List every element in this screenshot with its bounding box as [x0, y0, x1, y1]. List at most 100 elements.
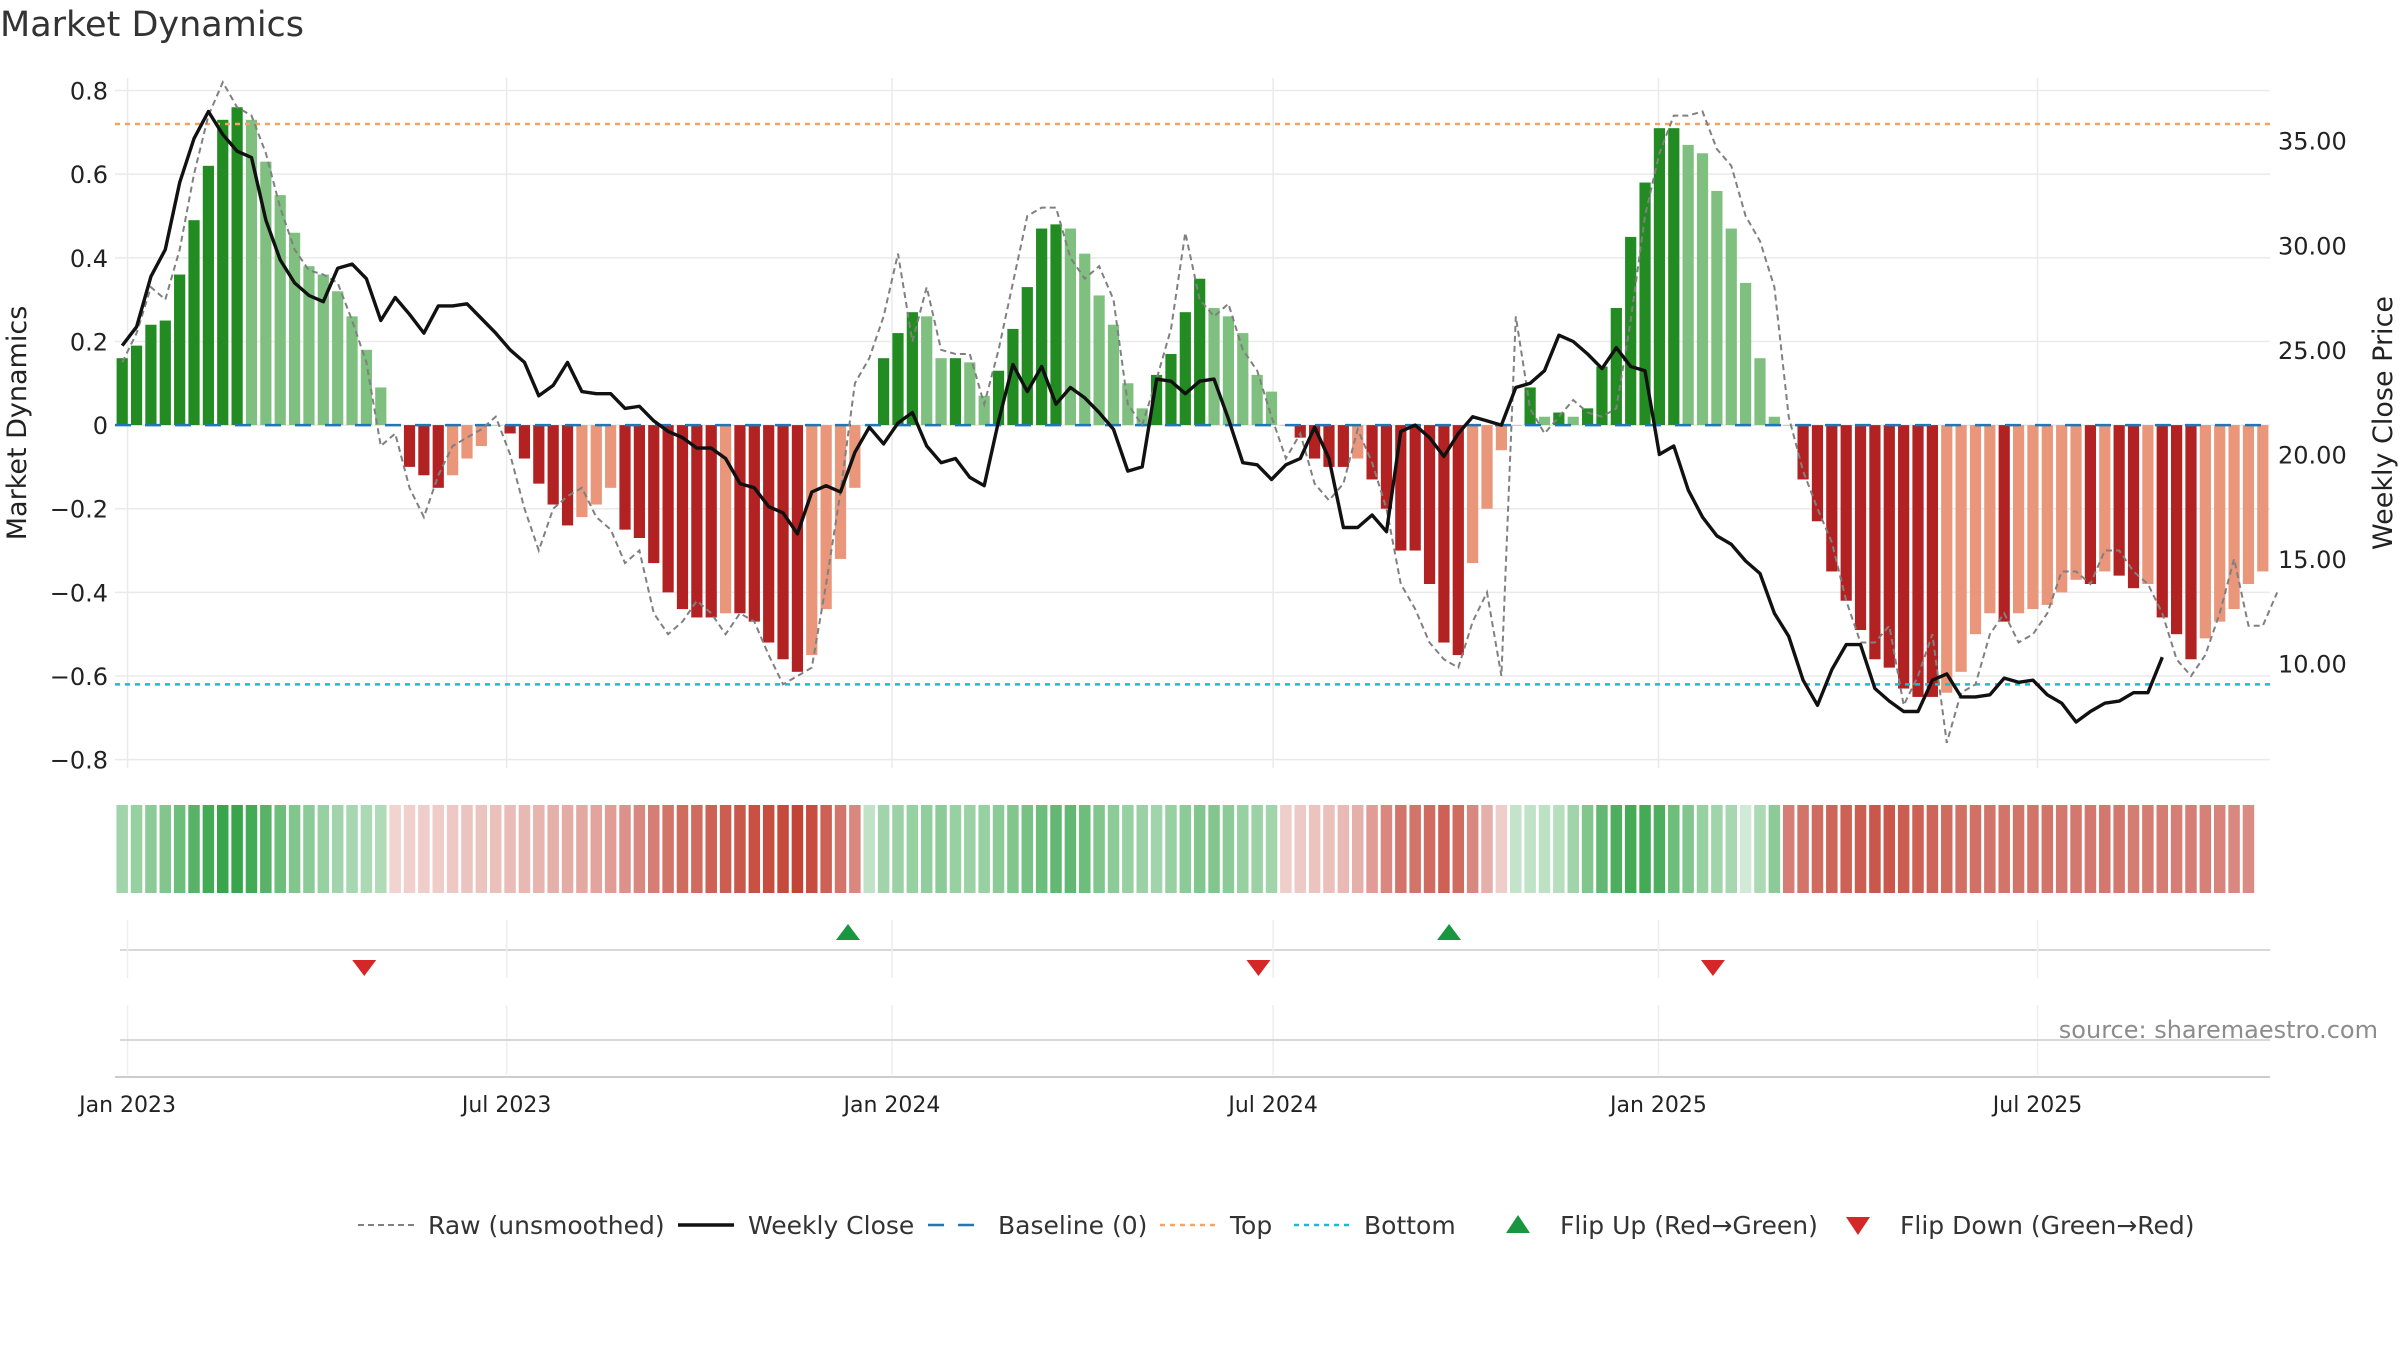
heat-band-cell: [1294, 805, 1306, 893]
heat-band-cell: [1021, 805, 1034, 893]
momentum-bar: [1495, 425, 1507, 451]
momentum-bar: [1179, 312, 1191, 426]
momentum-bar: [1294, 425, 1306, 438]
momentum-bar: [1150, 374, 1163, 426]
momentum-bar: [633, 425, 645, 538]
heat-band-cell: [1653, 805, 1666, 893]
heat-band-cell: [2213, 805, 2226, 893]
heat-band-cell: [1308, 805, 1321, 893]
momentum-bar: [1869, 425, 1881, 660]
heat-band-cell: [1596, 805, 1608, 893]
momentum-bar: [403, 425, 416, 467]
momentum-bar: [2056, 425, 2068, 593]
heat-band-cell: [1567, 805, 1579, 893]
momentum-bar: [1251, 374, 1263, 426]
momentum-bar: [2099, 425, 2111, 572]
heat-band-cell: [992, 805, 1005, 893]
momentum-bar: [691, 425, 703, 618]
heat-band-cell: [576, 805, 588, 893]
x-tick-label: Jan 2025: [1608, 1093, 1707, 1118]
heat-band-cell: [2027, 805, 2039, 893]
momentum-bar: [2214, 425, 2226, 622]
heat-band-cell: [2199, 805, 2212, 893]
heat-band-cell: [604, 805, 617, 893]
momentum-bar: [2113, 425, 2125, 576]
momentum-bar: [1194, 278, 1206, 426]
heat-band-cell: [1768, 805, 1781, 893]
heat-band-cell: [418, 805, 430, 893]
heat-band-cell: [1079, 805, 1091, 893]
momentum-bar: [2027, 425, 2039, 610]
momentum-bar: [188, 220, 200, 426]
heat-band-cell: [1007, 805, 1019, 893]
momentum-bar: [1941, 425, 1953, 693]
heat-band-cell: [719, 805, 732, 893]
heat-band-cell: [877, 805, 890, 893]
heat-band-cell: [1280, 805, 1292, 893]
momentum-bar: [1854, 425, 1867, 630]
heat-band-cell: [1423, 805, 1436, 893]
heat-band-cell: [2055, 805, 2068, 893]
regime-heat-band: [116, 805, 2255, 893]
heat-band-cell: [1265, 805, 1278, 893]
heat-band-cell: [1150, 805, 1163, 893]
momentum-bar: [1337, 425, 1349, 467]
momentum-bar: [1222, 316, 1235, 426]
heat-band-cell: [274, 805, 286, 893]
y-tick-label: −0.4: [50, 579, 108, 607]
momentum-bar: [1481, 425, 1493, 509]
heat-band-cell: [2127, 805, 2140, 893]
momentum-bar: [949, 358, 962, 426]
momentum-bar: [447, 425, 459, 476]
momentum-bar: [1754, 358, 1766, 426]
heat-band-cell: [475, 805, 488, 893]
heat-band-cell: [1668, 805, 1680, 893]
momentum-bar: [1969, 425, 1982, 635]
momentum-bar: [1826, 425, 1838, 572]
momentum-bar: [1208, 308, 1220, 426]
momentum-bar: [1438, 425, 1450, 643]
momentum-bar: [2242, 425, 2255, 584]
momentum-bar: [1409, 425, 1421, 551]
momentum-bar: [662, 425, 674, 593]
momentum-bar: [202, 165, 214, 426]
momentum-bar: [1696, 153, 1709, 426]
momentum-bar: [2156, 425, 2168, 618]
momentum-bar: [791, 425, 804, 672]
y-tick-label: 0.4: [70, 245, 108, 273]
x-tick-label: Jan 2024: [842, 1093, 941, 1118]
heat-band-cell: [1165, 805, 1177, 893]
momentum-bar: [806, 425, 818, 656]
heat-band-cell: [849, 805, 861, 893]
momentum-bar: [1165, 354, 1177, 426]
x-tick-label: Jul 2025: [1991, 1093, 2083, 1118]
heat-band-cell: [432, 805, 444, 893]
flip-down-marker: [1246, 960, 1271, 976]
legend-label-baseline: Baseline (0): [998, 1211, 1147, 1240]
heat-band-cell: [288, 805, 301, 893]
y2-tick-label: 20.00: [2278, 441, 2347, 469]
heat-band-cell: [489, 805, 502, 893]
heat-band-cell: [2156, 805, 2168, 893]
momentum-bar: [317, 274, 329, 426]
heat-band-cell: [518, 805, 531, 893]
flip-down-marker: [352, 960, 377, 976]
momentum-bar: [1581, 408, 1594, 426]
heat-band-cell: [202, 805, 215, 893]
heat-band-cell: [2084, 805, 2097, 893]
momentum-bar: [130, 345, 143, 426]
heat-band-cell: [1941, 805, 1953, 893]
heat-band-cell: [1854, 805, 1867, 893]
momentum-bar: [1309, 425, 1321, 459]
momentum-bar: [332, 291, 344, 426]
heat-band-cell: [504, 805, 516, 893]
x-tick-label: Jan 2023: [77, 1093, 176, 1118]
y2-tick-label: 25.00: [2278, 337, 2347, 365]
momentum-bar: [1883, 425, 1895, 668]
momentum-bar: [1926, 425, 1938, 697]
heat-band-cell: [1495, 805, 1508, 893]
heat-band-cell: [1122, 805, 1134, 893]
y-tick-label: 0: [93, 412, 108, 440]
momentum-bar: [1811, 425, 1824, 522]
heat-band-cell: [2170, 805, 2183, 893]
